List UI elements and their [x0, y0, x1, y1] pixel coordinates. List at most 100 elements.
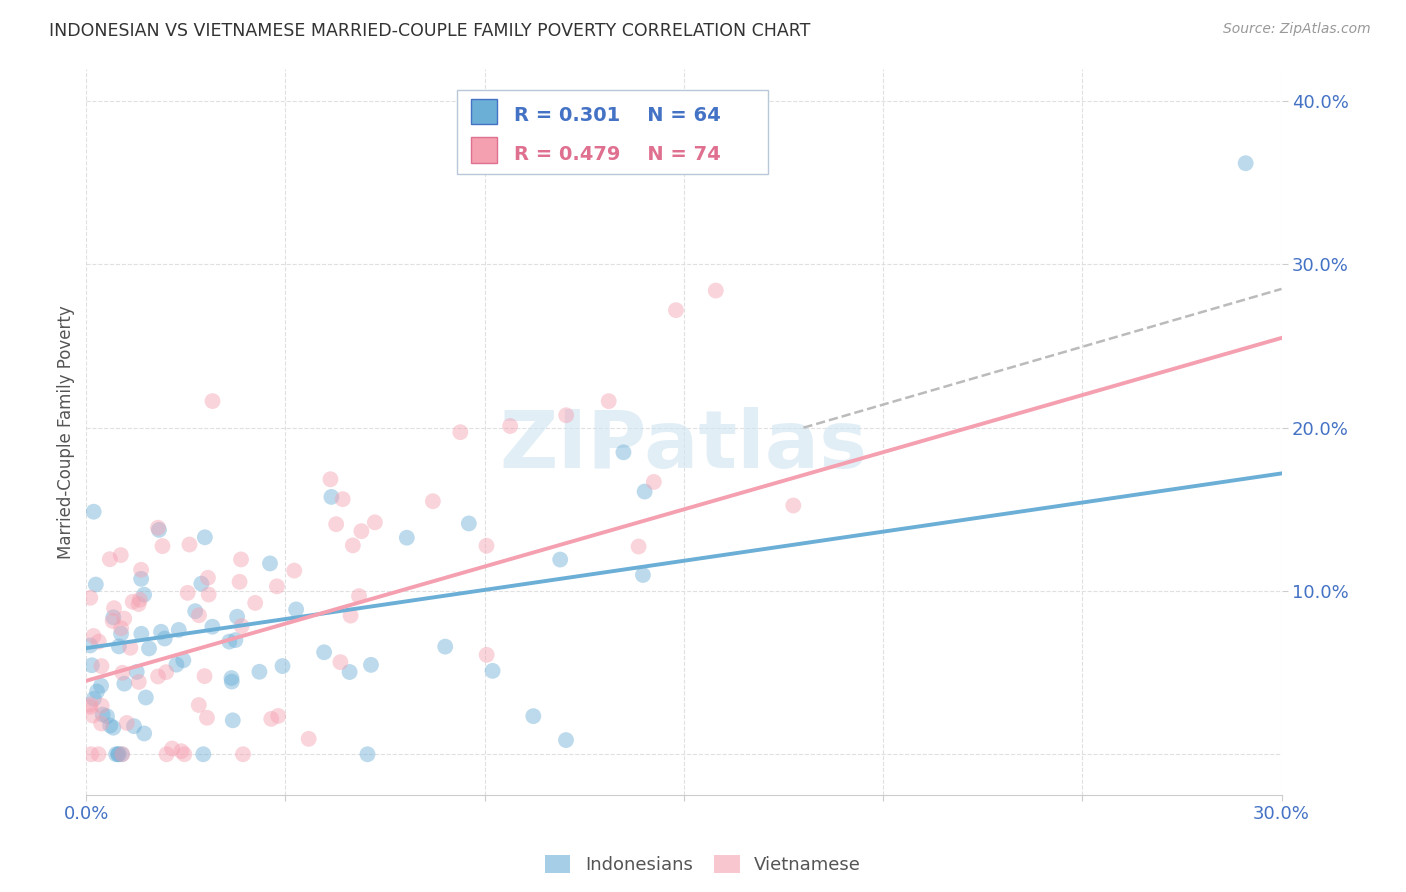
- Point: [115, 716, 138, 731]
- Point: [101, 614, 124, 628]
- Point: [481, 664, 503, 678]
- Point: [555, 733, 578, 747]
- Point: [121, 595, 143, 609]
- Point: [631, 568, 654, 582]
- Point: [267, 709, 290, 723]
- Point: [243, 596, 266, 610]
- Point: [129, 572, 152, 586]
- Point: [84, 577, 107, 591]
- Point: [125, 665, 148, 679]
- Point: [598, 394, 620, 409]
- Point: [79, 698, 101, 712]
- Point: [79, 639, 101, 653]
- Point: [128, 597, 150, 611]
- Point: [134, 726, 156, 740]
- Point: [266, 579, 288, 593]
- Point: [111, 747, 134, 762]
- Point: [80, 658, 103, 673]
- Point: [329, 655, 352, 669]
- FancyBboxPatch shape: [471, 99, 498, 125]
- Point: [98, 552, 121, 566]
- Point: [226, 609, 249, 624]
- Point: [86, 684, 108, 698]
- Point: [190, 576, 212, 591]
- Point: [146, 521, 169, 535]
- Point: [1234, 156, 1257, 170]
- Point: [193, 747, 215, 762]
- Point: [107, 747, 129, 762]
- Point: [152, 539, 174, 553]
- Point: [103, 601, 125, 615]
- Point: [120, 640, 142, 655]
- Point: [87, 634, 110, 648]
- Point: [314, 645, 336, 659]
- Point: [83, 691, 105, 706]
- Text: R = 0.479    N = 74: R = 0.479 N = 74: [515, 145, 721, 164]
- Point: [150, 624, 173, 639]
- Text: R = 0.301    N = 64: R = 0.301 N = 64: [515, 106, 721, 125]
- Text: INDONESIAN VS VIETNAMESE MARRIED-COUPLE FAMILY POVERTY CORRELATION CHART: INDONESIAN VS VIETNAMESE MARRIED-COUPLE …: [49, 22, 811, 40]
- Point: [107, 747, 129, 762]
- Point: [259, 557, 281, 571]
- Point: [79, 699, 101, 714]
- Point: [356, 747, 378, 762]
- Point: [342, 538, 364, 552]
- Point: [146, 669, 169, 683]
- Point: [319, 472, 342, 486]
- Point: [434, 640, 457, 654]
- Point: [285, 602, 308, 616]
- Point: [449, 425, 471, 440]
- Point: [231, 619, 253, 633]
- Point: [148, 523, 170, 537]
- Point: [153, 632, 176, 646]
- Point: [201, 620, 224, 634]
- Point: [155, 747, 177, 762]
- Point: [782, 499, 804, 513]
- Point: [90, 659, 112, 673]
- Point: [475, 648, 498, 662]
- Point: [222, 714, 245, 728]
- FancyBboxPatch shape: [471, 137, 498, 163]
- Point: [138, 641, 160, 656]
- Point: [332, 492, 354, 507]
- Point: [247, 665, 270, 679]
- Point: [90, 679, 112, 693]
- Point: [103, 721, 125, 735]
- Point: [283, 564, 305, 578]
- Point: [229, 552, 252, 566]
- Point: [173, 747, 195, 762]
- Point: [364, 516, 387, 530]
- Point: [90, 698, 112, 713]
- Point: [232, 747, 254, 762]
- Point: [105, 747, 128, 762]
- Point: [555, 409, 578, 423]
- Point: [111, 665, 134, 680]
- Point: [260, 712, 283, 726]
- Point: [155, 665, 177, 680]
- Point: [184, 604, 207, 618]
- Point: [112, 676, 135, 690]
- Y-axis label: Married-Couple Family Poverty: Married-Couple Family Poverty: [58, 305, 75, 558]
- Point: [221, 671, 243, 685]
- Point: [665, 303, 688, 318]
- Point: [704, 284, 727, 298]
- Point: [298, 731, 321, 746]
- Text: Source: ZipAtlas.com: Source: ZipAtlas.com: [1223, 22, 1371, 37]
- Point: [360, 657, 382, 672]
- Point: [128, 592, 150, 607]
- Point: [110, 626, 132, 640]
- Point: [221, 674, 243, 689]
- Point: [228, 574, 250, 589]
- Point: [197, 571, 219, 585]
- Point: [339, 665, 361, 679]
- Point: [112, 611, 135, 625]
- Legend: Indonesians, Vietnamese: Indonesians, Vietnamese: [546, 855, 860, 874]
- Point: [128, 674, 150, 689]
- Point: [325, 517, 347, 532]
- Point: [110, 621, 132, 635]
- Point: [165, 657, 187, 672]
- Point: [179, 537, 201, 551]
- Point: [193, 669, 215, 683]
- Point: [90, 716, 112, 731]
- Point: [188, 608, 211, 623]
